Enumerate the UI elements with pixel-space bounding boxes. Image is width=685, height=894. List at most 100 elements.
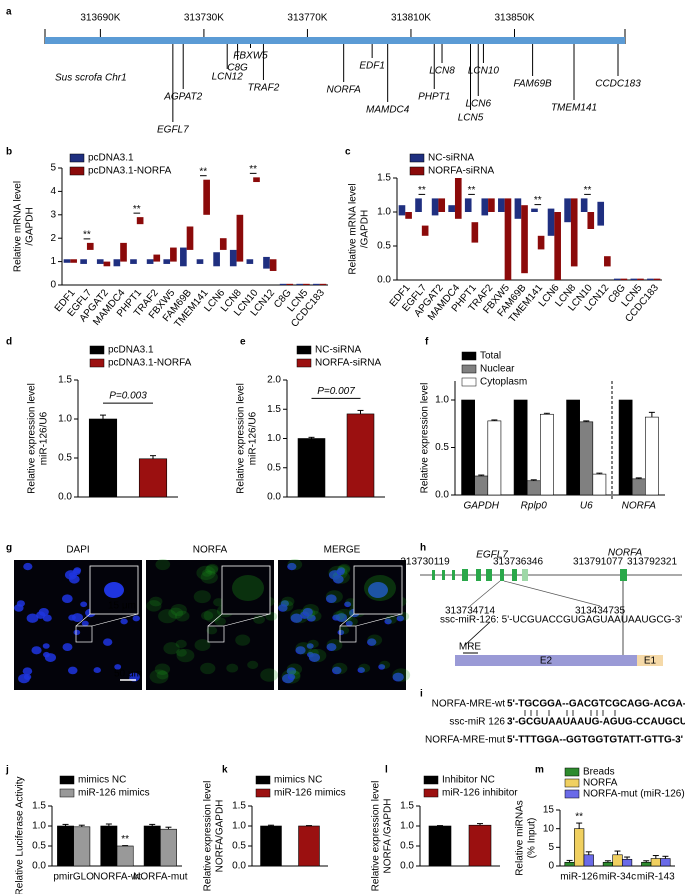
legend-swatch <box>423 775 439 785</box>
range-bar <box>113 259 121 267</box>
exons <box>432 569 627 581</box>
range-bar <box>163 259 171 264</box>
range-bar <box>454 178 462 219</box>
y-tick-label: 0.0 <box>377 275 391 286</box>
nucleus <box>67 666 78 675</box>
coordinate: 313730119 <box>400 557 450 568</box>
bar <box>645 416 659 496</box>
y-tick-label: 2 <box>50 233 56 244</box>
range-bar <box>521 205 528 274</box>
mir-sequence: ssc-miR-126: 5'-UCGUACCGUGAGUAAUAAUGCG-3… <box>440 615 682 626</box>
signal <box>206 626 218 635</box>
y-tick-label: 0.5 <box>267 462 281 473</box>
range-bar <box>96 259 104 264</box>
y-axis-label: NORFA/GAPDH <box>215 800 226 873</box>
significance: ** <box>83 230 91 241</box>
nucleus <box>331 666 342 675</box>
coordinate: 313792321 <box>627 557 677 568</box>
nucleus <box>62 643 73 652</box>
significance: ** <box>199 166 207 177</box>
nucleus <box>23 674 32 680</box>
image-label: NORFA <box>193 545 228 556</box>
signal <box>175 648 187 657</box>
nucleus <box>42 643 50 649</box>
range-bar <box>547 208 555 236</box>
range-bar <box>63 259 71 263</box>
y-tick-label: 0.0 <box>267 492 281 503</box>
signal <box>200 570 218 584</box>
gene-label: MAMDC4 <box>366 105 410 116</box>
significance: ** <box>534 195 542 206</box>
bar <box>631 478 646 496</box>
y-tick-label: 1.5 <box>400 801 414 812</box>
x-tick-label: 313690K <box>80 13 120 24</box>
significance: ** <box>575 812 583 823</box>
legend-swatch <box>59 775 75 785</box>
gene-label: LCN10 <box>468 66 500 77</box>
range-bar <box>564 198 571 223</box>
gene-label: NORFA <box>327 85 362 96</box>
nucleus <box>326 643 337 652</box>
y-tick-label: 1.5 <box>377 173 391 184</box>
bar <box>428 825 452 867</box>
legend-label: mimics NC <box>274 775 322 786</box>
nucleus <box>132 615 140 622</box>
bar <box>160 828 177 867</box>
signal <box>176 648 195 663</box>
y-tick-label: 1.0 <box>32 821 46 832</box>
range-bar <box>630 278 638 280</box>
y-tick-label: 15 <box>543 805 555 816</box>
nucleus <box>308 653 321 662</box>
signal <box>308 648 327 663</box>
panel-label: j <box>5 765 9 776</box>
nucleus <box>367 638 377 646</box>
legend-swatch <box>423 788 439 798</box>
range-bar <box>438 198 446 212</box>
legend-label: pcDNA3.1-NORFA <box>88 166 172 177</box>
bar <box>602 861 614 867</box>
y-tick-label: 1.5 <box>32 801 46 812</box>
x-tick-label: 313730K <box>184 13 224 24</box>
panel-label: e <box>240 337 246 348</box>
y-tick-label: 4 <box>50 186 56 197</box>
inset-box <box>339 625 357 643</box>
legend-label: NC-siRNA <box>315 345 361 356</box>
signal <box>307 639 319 649</box>
signal <box>260 668 279 682</box>
range-bar <box>180 247 187 267</box>
legend-swatch <box>564 789 580 799</box>
nucleus <box>68 614 76 621</box>
panel-label: h <box>420 543 426 554</box>
legend-label: miR-126 mimics <box>274 788 346 799</box>
mre-label: MRE <box>459 642 482 653</box>
panel-label: i <box>420 689 423 700</box>
gene-name: EGFL7 <box>476 550 508 561</box>
x-tick-label: miR-34c <box>599 872 636 883</box>
nucleus <box>344 601 352 608</box>
range-bar <box>613 278 621 280</box>
nucleus <box>14 604 24 612</box>
nucleus <box>22 667 33 676</box>
nucleus <box>80 601 88 608</box>
range-bar <box>448 205 455 212</box>
range-bar <box>504 198 512 280</box>
range-bar <box>431 198 439 216</box>
x-tick-label: 313850K <box>494 13 534 24</box>
significance: ** <box>133 204 141 215</box>
gene-label: TRAF2 <box>248 83 280 94</box>
signal <box>193 590 211 604</box>
nucleus <box>337 629 345 636</box>
legend-label: miR-126 inhibitor <box>442 788 518 799</box>
y-tick-label: 1.5 <box>267 404 281 415</box>
significance: ** <box>249 164 257 175</box>
x-tick-label: NORFA <box>622 501 657 512</box>
y-tick-label: 0.5 <box>58 453 72 464</box>
x-tick-label: Rplp0 <box>521 501 548 512</box>
bar <box>618 399 633 496</box>
nucleus <box>306 643 314 649</box>
y-tick-label: 1.0 <box>58 414 72 425</box>
signal <box>345 598 357 607</box>
bar <box>513 399 528 496</box>
signal <box>158 609 177 624</box>
